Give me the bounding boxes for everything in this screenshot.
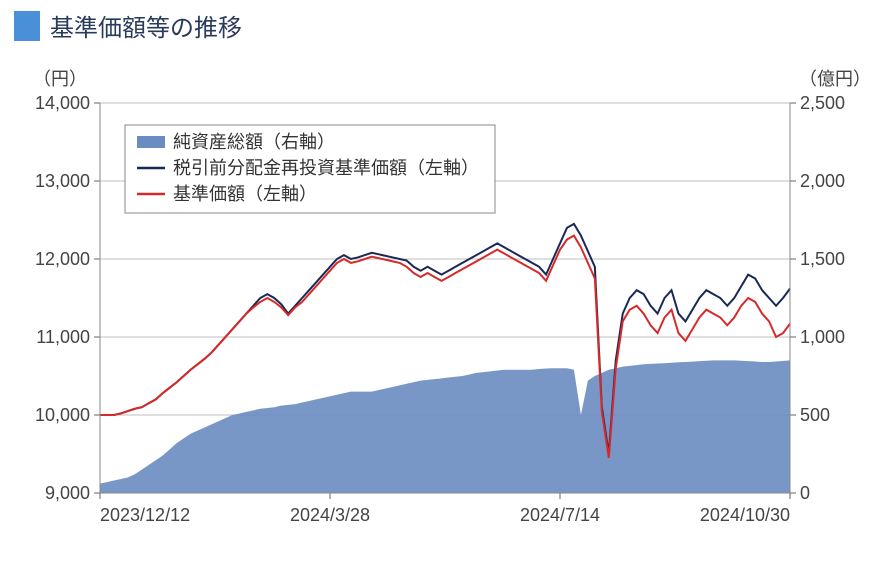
- svg-text:税引前分配金再投資基準価額（左軸）: 税引前分配金再投資基準価額（左軸）: [173, 158, 479, 178]
- svg-text:1,000: 1,000: [800, 327, 845, 347]
- svg-text:1,500: 1,500: [800, 249, 845, 269]
- svg-text:10,000: 10,000: [35, 405, 90, 425]
- svg-text:2024/7/14: 2024/7/14: [520, 505, 600, 525]
- svg-text:500: 500: [800, 405, 830, 425]
- chart-svg: （円） （億円） 9,000 10,000 11,000 12,000 13,000 14,0…: [0, 43, 884, 563]
- svg-text:11,000: 11,000: [36, 327, 90, 347]
- svg-text:（億円）: （億円）: [799, 69, 871, 89]
- svg-text:2024/10/30: 2024/10/30: [700, 505, 790, 525]
- svg-text:2024/3/28: 2024/3/28: [290, 505, 370, 525]
- svg-text:2,000: 2,000: [800, 171, 845, 191]
- chart-title: 基準価額等の推移: [50, 8, 242, 43]
- svg-text:基準価額（左軸）: 基準価額（左軸）: [173, 184, 317, 204]
- svg-text:0: 0: [800, 483, 810, 503]
- title-accent-bar: [14, 11, 40, 41]
- svg-text:2023/12/12: 2023/12/12: [100, 505, 190, 525]
- chart-title-row: 基準価額等の推移: [0, 0, 884, 43]
- svg-text:12,000: 12,000: [35, 249, 90, 269]
- svg-text:14,000: 14,000: [35, 93, 90, 113]
- svg-text:13,000: 13,000: [35, 171, 90, 191]
- svg-text:9,000: 9,000: [45, 483, 90, 503]
- nav-trend-chart: （円） （億円） 9,000 10,000 11,000 12,000 13,000 14,0…: [0, 43, 884, 563]
- svg-text:（円）: （円）: [33, 69, 87, 89]
- svg-text:2,500: 2,500: [800, 93, 845, 113]
- svg-text:純資産総額（右軸）: 純資産総額（右軸）: [173, 132, 335, 152]
